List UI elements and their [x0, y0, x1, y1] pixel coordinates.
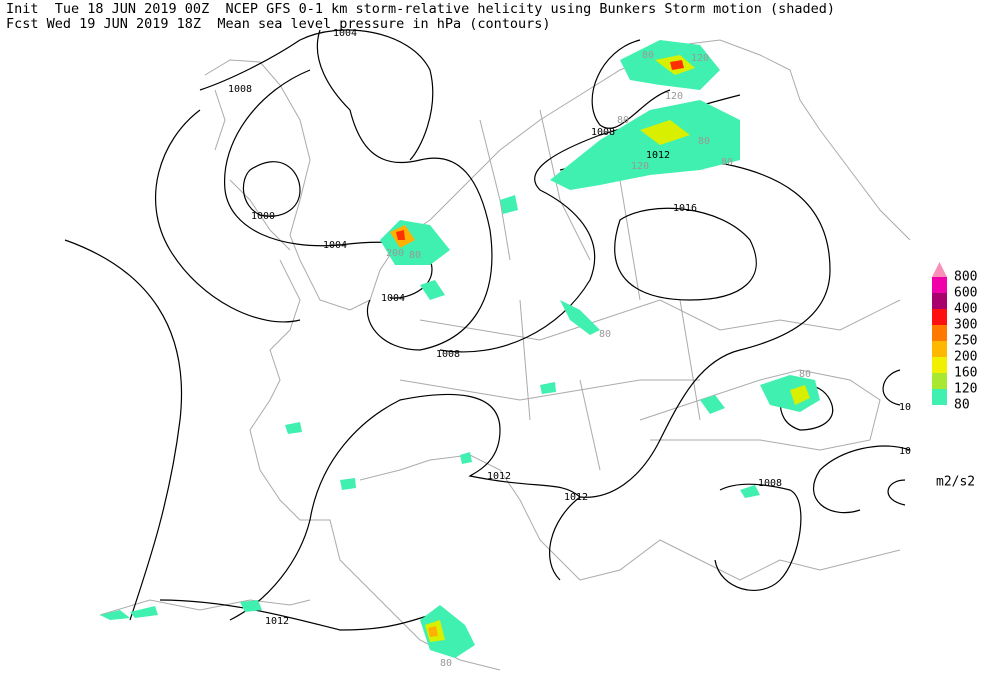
legend-label: 200 [954, 350, 977, 365]
legend-label: 250 [954, 334, 977, 349]
header-line: Fcst Wed 19 JUN 2019 18Z Mean sea level … [6, 16, 551, 32]
border [419, 299, 901, 341]
shade [420, 280, 445, 300]
legend-swatch [932, 341, 947, 357]
legend-swatch [932, 389, 947, 405]
contour-label: 1016 [673, 203, 697, 214]
coastline [249, 259, 501, 671]
shade-label: 80 [599, 329, 611, 340]
shade-label: 200 [386, 248, 404, 259]
isobar [813, 369, 911, 514]
isobars [64, 29, 911, 631]
shade [790, 385, 810, 405]
isobar [229, 393, 581, 621]
contour-label: 1012 [564, 492, 588, 503]
contour-label: 1004 [381, 293, 405, 304]
contour-label: 1004 [333, 28, 357, 39]
shade [640, 120, 690, 145]
legend-label: 160 [954, 366, 977, 381]
legend-swatch [932, 293, 947, 309]
contour-label: 1008 [228, 84, 252, 95]
shade [670, 60, 684, 70]
legend-swatch [932, 357, 947, 373]
legend-label: 400 [954, 302, 977, 317]
shade-label: 80 [440, 658, 452, 669]
legend-triangle [932, 262, 947, 277]
contour-label: 10 [899, 446, 911, 457]
isobar [591, 39, 671, 129]
shade [760, 375, 820, 412]
shade-label: 80 [721, 157, 733, 168]
legend-label: 600 [954, 286, 977, 301]
contour-label: 1000 [251, 211, 275, 222]
legend-swatch [932, 277, 947, 293]
shade [550, 100, 740, 190]
isobar [159, 599, 431, 631]
shade-label: 80 [698, 136, 710, 147]
shade-label: 80 [409, 250, 421, 261]
isobar [155, 109, 301, 323]
isobar [714, 483, 802, 591]
header-line: Init Tue 18 JUN 2019 00Z NCEP GFS 0-1 km… [6, 1, 835, 17]
legend-label: 80 [954, 398, 970, 413]
legend-label: 800 [954, 270, 977, 285]
contour-label: 1004 [323, 240, 347, 251]
contour-labels: 1004 1008 1000 1004 1004 1008 1008 1012 … [228, 28, 911, 627]
contour-label: 1008 [591, 127, 615, 138]
shade-label: 120 [665, 91, 683, 102]
coastline [639, 369, 881, 451]
legend-swatch [932, 373, 947, 389]
isobar [316, 29, 493, 351]
shade-label: 120 [631, 161, 649, 172]
contour-label: 1012 [646, 150, 670, 161]
shade-label: 120 [691, 53, 709, 64]
shade [700, 395, 725, 414]
coastline [204, 39, 911, 311]
shade [428, 626, 438, 637]
contour-label: 1012 [487, 471, 511, 482]
legend-label: 300 [954, 318, 977, 333]
contour-label: 1008 [436, 349, 460, 360]
isobar [64, 239, 183, 621]
helicity-shading [100, 40, 820, 658]
contour-label: 1008 [758, 478, 782, 489]
isobar [199, 29, 434, 161]
shade-label: 80 [642, 50, 654, 61]
legend-swatch [932, 309, 947, 325]
isobar [224, 69, 433, 299]
isobar [614, 207, 757, 301]
legend-label: 120 [954, 382, 977, 397]
shade [396, 230, 405, 240]
isobar [242, 161, 301, 217]
shade-label: 80 [617, 115, 629, 126]
contour-label: 10 [899, 402, 911, 413]
contour-label: 1012 [265, 616, 289, 627]
coastline [359, 454, 901, 581]
legend-units: m2/s2 [936, 475, 975, 490]
shade [100, 600, 262, 620]
shade-labels: 80 120 120 80 80 80 120 200 80 80 80 80 [386, 50, 811, 669]
legend-swatch [932, 325, 947, 341]
shade [420, 605, 475, 658]
border [399, 379, 700, 401]
shade-label: 80 [799, 369, 811, 380]
shade [560, 300, 600, 335]
